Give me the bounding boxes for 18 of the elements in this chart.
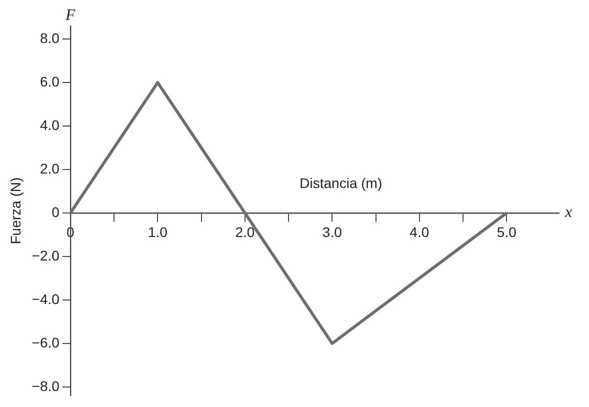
- y-tick-label: 2.0: [40, 160, 60, 176]
- y-tick-label: −4.0: [32, 290, 60, 307]
- x-tick-label: 2.0: [235, 224, 255, 240]
- x-tick-label: 1.0: [148, 224, 168, 240]
- y-tick-label: −2.0: [32, 247, 60, 264]
- x-tick-label: 5.0: [496, 224, 517, 240]
- y-tick-label: 8.0: [40, 30, 60, 46]
- y-axis-title: Fuerza (N): [7, 177, 24, 244]
- x-axis-title: Distancia (m): [300, 174, 382, 191]
- y-tick-label: 6.0: [40, 73, 60, 90]
- x-tick-label: 3.0: [322, 224, 342, 240]
- y-tick-label: −6.0: [32, 334, 60, 350]
- y-tick-label: −8.0: [32, 378, 60, 394]
- y-tick-label: 0: [52, 204, 60, 220]
- y-tick-label: 4.0: [40, 116, 60, 133]
- text: x: [564, 204, 572, 222]
- text: F: [64, 7, 76, 24]
- x-tick-label: 4.0: [410, 224, 430, 240]
